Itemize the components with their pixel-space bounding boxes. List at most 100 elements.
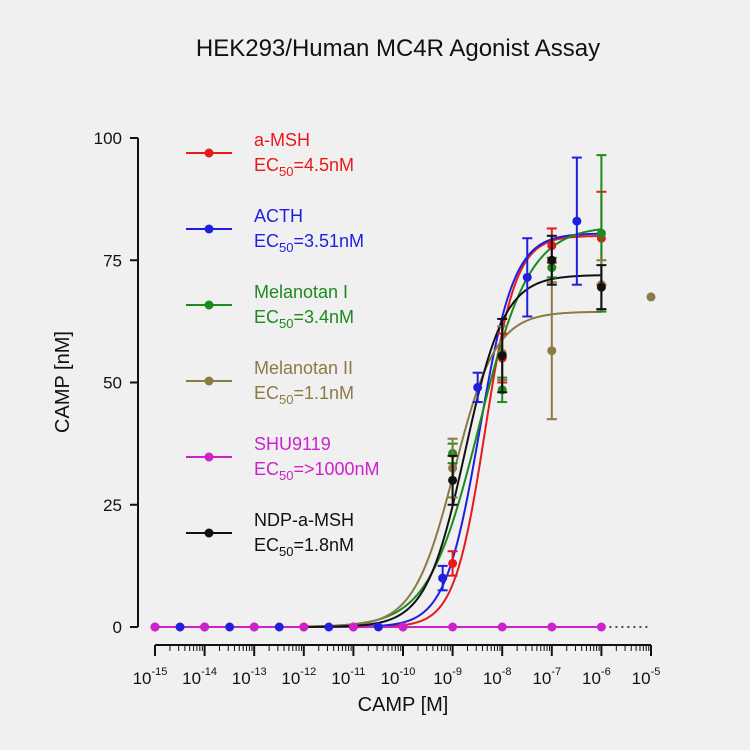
y-tick-label: 100 <box>94 129 122 148</box>
legend: a-MSHEC50=4.5nMACTHEC50=3.51nMMelanotan … <box>186 130 380 559</box>
legend-entry-2: Melanotan I EC50=3.4nM <box>186 282 354 331</box>
legend-swatch-marker <box>204 528 214 538</box>
data-point <box>596 622 606 632</box>
y-axis-title: CAMP [nM] <box>52 331 74 433</box>
legend-entry-0: a-MSH EC50=4.5nM <box>186 130 354 179</box>
x-tick-label: 10-5 <box>632 666 661 688</box>
x-tick-base: 10 <box>582 669 601 688</box>
ec50-value: =3.4nM <box>293 307 354 327</box>
data-point <box>398 622 408 632</box>
ec50-label: EC <box>254 535 279 555</box>
ec50-label: EC <box>254 459 279 479</box>
legend-ec50: EC50=1.1nM <box>254 383 354 407</box>
x-tick-base: 10 <box>632 669 651 688</box>
data-point <box>448 475 458 485</box>
x-tick-base: 10 <box>182 669 201 688</box>
x-tick-exponent: -6 <box>601 666 611 678</box>
legend-swatch-marker <box>204 148 214 158</box>
x-tick-label: 10-7 <box>532 666 561 688</box>
ec50-subscript: 50 <box>279 240 293 255</box>
data-point <box>547 255 557 265</box>
x-tick-label: 10-10 <box>381 666 416 688</box>
x-tick-exponent: -14 <box>201 666 217 678</box>
data-point <box>497 351 507 361</box>
data-point <box>646 292 656 302</box>
x-tick-exponent: -13 <box>251 666 267 678</box>
data-point <box>596 282 606 292</box>
x-tick-label: 10-14 <box>182 666 217 688</box>
x-tick-base: 10 <box>483 669 502 688</box>
legend-series-name: SHU9119 <box>254 434 331 454</box>
x-tick-base: 10 <box>281 669 300 688</box>
legend-series-name: Melanotan I <box>254 282 348 302</box>
data-point <box>596 228 606 238</box>
legend-ec50: EC50=3.51nM <box>254 231 364 255</box>
ec50-label: EC <box>254 155 279 175</box>
x-tick-base: 10 <box>532 669 551 688</box>
chart-title: HEK293/Human MC4R Agonist Assay <box>196 35 600 62</box>
data-point <box>348 622 358 632</box>
y-tick-label: 50 <box>103 374 122 393</box>
x-tick-label: 10-12 <box>281 666 316 688</box>
x-tick-exponent: -9 <box>452 666 462 678</box>
data-point <box>572 216 582 226</box>
ec50-value: =1.1nM <box>293 383 354 403</box>
data-point <box>448 558 458 568</box>
x-tick-base: 10 <box>433 669 452 688</box>
legend-swatch-marker <box>204 300 214 310</box>
legend-series-name: Melanotan II <box>254 358 353 378</box>
data-point <box>299 622 309 632</box>
legend-swatch-marker <box>204 452 214 462</box>
legend-entry-4: SHU9119 EC50=>1000nM <box>186 434 380 483</box>
x-tick-base: 10 <box>381 669 400 688</box>
x-tick-base: 10 <box>232 669 251 688</box>
x-tick-label: 10-6 <box>582 666 611 688</box>
legend-entry-1: ACTH EC50=3.51nM <box>186 206 364 255</box>
ec50-subscript: 50 <box>279 316 293 331</box>
data-point <box>497 622 507 632</box>
x-tick-label: 10-11 <box>331 666 365 688</box>
ec50-label: EC <box>254 383 279 403</box>
x-tick-exponent: -5 <box>651 666 661 678</box>
legend-swatch-marker <box>204 224 214 234</box>
x-tick-exponent: -10 <box>400 666 416 678</box>
data-point <box>225 622 235 632</box>
x-axis-title: CAMP [M] <box>358 694 449 716</box>
x-tick-label: 10-15 <box>133 666 168 688</box>
ec50-value: =3.51nM <box>293 231 364 251</box>
data-points <box>150 154 656 632</box>
data-point <box>324 622 334 632</box>
ec50-label: EC <box>254 231 279 251</box>
data-point <box>200 622 210 632</box>
ec50-value: =1.8nM <box>293 535 354 555</box>
x-tick-exponent: -11 <box>350 666 365 678</box>
x-tick-label: 10-9 <box>433 666 462 688</box>
legend-ec50: EC50=1.8nM <box>254 535 354 559</box>
x-tick-exponent: -8 <box>502 666 512 678</box>
legend-entry-5: NDP-a-MSH EC50=1.8nM <box>186 510 354 559</box>
y-tick-label: 75 <box>103 251 122 270</box>
data-point <box>547 346 557 356</box>
x-tick-exponent: -7 <box>551 666 561 678</box>
x-tick-label: 10-13 <box>232 666 267 688</box>
legend-series-name: a-MSH <box>254 130 310 150</box>
data-point <box>175 622 185 632</box>
data-point <box>438 573 448 583</box>
legend-series-name: NDP-a-MSH <box>254 510 354 530</box>
ec50-value: =4.5nM <box>293 155 354 175</box>
x-tick-exponent: -15 <box>152 666 168 678</box>
data-point <box>150 622 160 632</box>
legend-ec50: EC50=4.5nM <box>254 155 354 179</box>
legend-series-name: ACTH <box>254 206 303 226</box>
x-tick-base: 10 <box>133 669 152 688</box>
data-point <box>373 622 383 632</box>
fit-curves <box>155 228 651 628</box>
ec50-value: =>1000nM <box>293 459 379 479</box>
data-point <box>522 272 532 282</box>
legend-swatch-marker <box>204 376 214 386</box>
x-tick-base: 10 <box>331 669 350 688</box>
ec50-subscript: 50 <box>279 392 293 407</box>
